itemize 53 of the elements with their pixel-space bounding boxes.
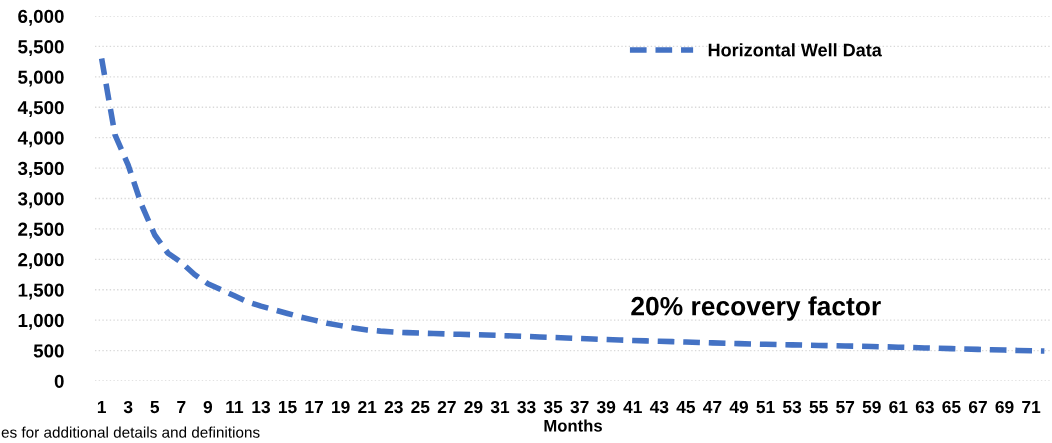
y-tick-label: 3,500: [17, 161, 64, 178]
y-tick-label: 6,000: [18, 9, 64, 26]
x-tick-label: 55: [809, 401, 828, 414]
y-tick-label: 2,000: [18, 253, 64, 270]
x-tick-label: 15: [278, 401, 297, 414]
x-tick-label: 37: [570, 400, 589, 414]
y-tick-label: 4,000: [17, 131, 64, 148]
x-tick-label: 11: [226, 401, 244, 414]
y-tick-label: 2,500: [18, 222, 64, 239]
x-tick-label: 29: [464, 400, 483, 414]
x-tick-label: 17: [305, 401, 323, 414]
x-tick-label: 13: [252, 400, 270, 414]
x-tick-label: 51: [756, 401, 775, 414]
x-tick-label: 35: [543, 400, 563, 414]
x-tick-label: 45: [676, 401, 696, 414]
x-tick-label: 57: [836, 401, 855, 414]
x-tick-label: 69: [995, 400, 1014, 414]
x-tick-label: 19: [332, 400, 350, 414]
x-tick-label: 27: [437, 400, 456, 414]
x-tick-label: 59: [862, 400, 881, 414]
x-tick-label: 25: [411, 400, 430, 414]
x-tick-label: 67: [968, 400, 987, 414]
x-tick-label: 9: [203, 400, 213, 414]
y-tick-label: 5,000: [18, 70, 64, 87]
x-tick-label: 3: [123, 400, 133, 414]
x-tick-label: 49: [729, 400, 748, 414]
y-tick-label: 5,500: [18, 40, 64, 57]
x-tick-label: 41: [623, 401, 642, 414]
x-tick-label: 21: [358, 400, 377, 414]
y-tick-label: 4,500: [17, 100, 64, 117]
text: es for additional details and definitions: [1, 426, 260, 438]
x-tick-label: 63: [915, 400, 934, 414]
x-tick-label: 71: [1022, 401, 1041, 414]
x-tick-label: 31: [490, 400, 510, 414]
x-tick-label: 43: [649, 400, 669, 414]
y-tick-label: 0: [54, 374, 64, 388]
annotation: 20% recovery factor: [631, 296, 881, 321]
x-tick-label: 39: [596, 400, 616, 414]
x-tick-label: 23: [384, 400, 403, 414]
x-tick-label: 65: [942, 400, 961, 414]
x-tick-label: 33: [517, 400, 536, 414]
y-tick-label: 500: [33, 344, 64, 358]
x-axis-title: Months: [544, 419, 602, 432]
x-tick-label: 5: [150, 401, 160, 414]
legend-label: Horizontal Well Data: [708, 43, 882, 57]
x-tick-label: 7: [177, 401, 186, 414]
y-tick-label: 1,500: [18, 283, 64, 300]
x-tick-label: 61: [889, 400, 908, 414]
x-tick-label: 53: [782, 400, 802, 414]
y-tick-label: 3,000: [17, 192, 64, 209]
x-tick-label: 1: [97, 401, 106, 414]
x-tick-label: 47: [703, 401, 722, 414]
y-tick-label: 1,000: [18, 313, 64, 330]
